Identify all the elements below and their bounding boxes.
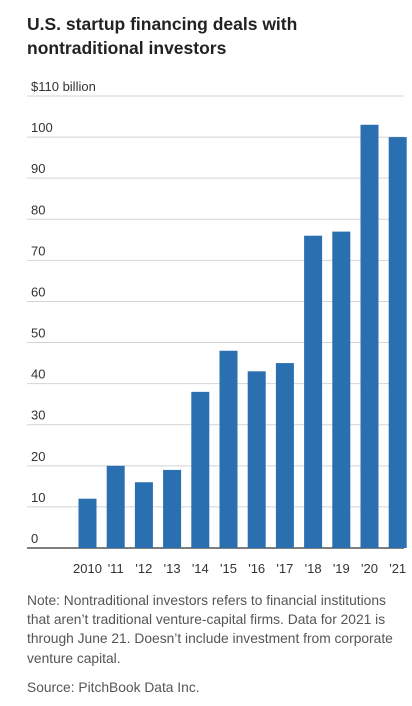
y-tick-label: 20 [31,449,45,464]
chart-note: Note: Nontraditional investors refers to… [27,593,393,666]
x-tick-label: '11 [108,561,124,576]
bar [219,350,238,548]
x-tick-label: '17 [276,561,293,576]
x-axis-labels: 2010 '11 '12 '13 '14 '15 '16 '17 '18 '19 '20 '21 [73,561,406,576]
bar [304,235,323,548]
bar [388,137,407,548]
bars [78,124,407,548]
y-tick-label: 40 [31,367,45,382]
y-tick-label: 70 [31,243,45,258]
bar [360,124,379,548]
x-tick-label: '14 [192,561,209,576]
y-tick-label: 0 [31,531,38,546]
bar [247,371,266,548]
y-tick-label: 30 [31,408,45,423]
bar [191,391,210,548]
bar-chart: 0 10 20 30 40 50 60 70 80 90 100 $110 billion 2010 '… [27,79,407,576]
x-tick-label: '12 [135,561,152,576]
x-tick-label: '15 [220,561,237,576]
chart-source: Source: PitchBook Data Inc. [27,680,200,695]
x-tick-label: '21 [389,561,406,576]
y-tick-label: 90 [31,161,45,176]
y-tick-label: 80 [31,202,45,217]
x-tick-label: '18 [305,561,322,576]
y-tick-label: 50 [31,326,45,341]
x-tick-label: '13 [164,561,181,576]
x-tick-label: '20 [361,561,378,576]
y-tick-label: 60 [31,284,45,299]
x-tick-label: 2010 [73,561,102,576]
y-axis-labels: 0 10 20 30 40 50 60 70 80 90 100 $110 billion [31,79,96,546]
bar [106,465,125,548]
x-tick-label: '19 [333,561,350,576]
chart-title: U.S. startup financing deals with nontra… [27,14,298,58]
bar [163,469,182,548]
y-tick-label: 10 [31,490,45,505]
y-tick-label: $110 billion [31,79,96,94]
bar [78,498,97,548]
y-tick-label: 100 [31,120,53,135]
bar [332,231,351,548]
bar [275,363,294,548]
bar [134,482,153,548]
x-tick-label: '16 [248,561,265,576]
